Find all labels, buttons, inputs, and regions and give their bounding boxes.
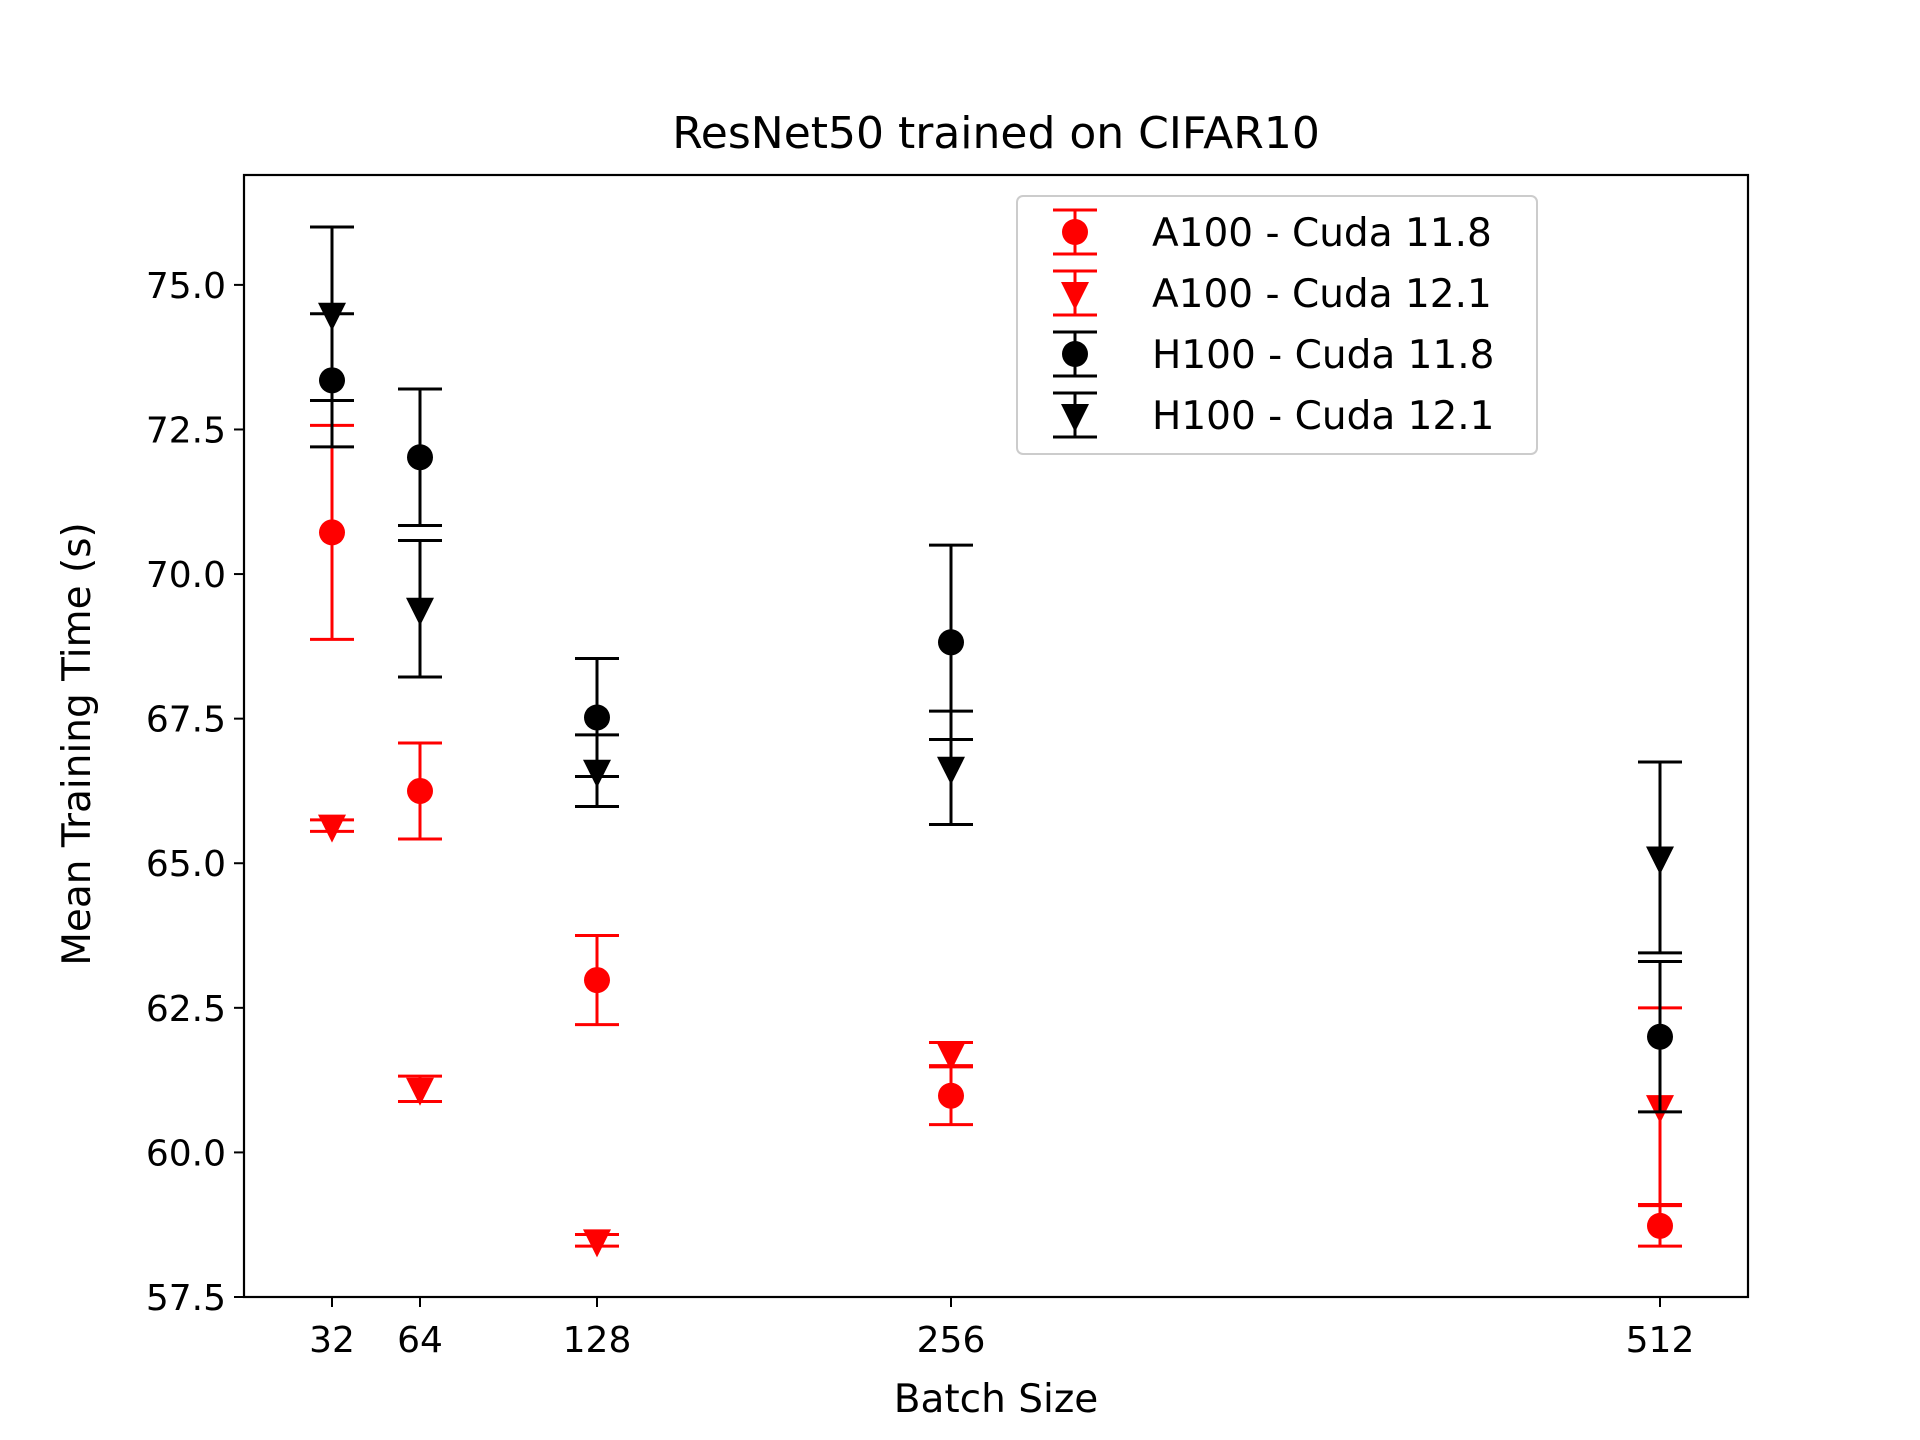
data-point — [319, 519, 345, 546]
legend-marker — [1062, 341, 1088, 367]
x-tick-label: 32 — [309, 1320, 355, 1361]
chart-title: ResNet50 trained on CIFAR10 — [672, 108, 1320, 159]
y-tick-label: 62.5 — [146, 989, 226, 1030]
x-tick-label: 64 — [397, 1320, 443, 1361]
legend-label: A100 - Cuda 11.8 — [1152, 211, 1492, 256]
data-point — [938, 629, 964, 656]
data-point — [938, 1082, 964, 1109]
data-point — [1646, 846, 1674, 875]
legend-marker — [1061, 404, 1089, 432]
legend-item-h100-cuda-11-8: H100 - Cuda 11.8 — [1053, 330, 1494, 378]
plot-area — [310, 225, 1682, 1258]
y-axis-label: Mean Training Time (s) — [55, 522, 100, 966]
x-tick-label: 128 — [563, 1320, 632, 1361]
legend-item-a100-cuda-11-8: A100 - Cuda 11.8 — [1053, 208, 1492, 256]
legend-label: H100 - Cuda 12.1 — [1152, 394, 1494, 439]
series-a100-cuda-12-1 — [310, 814, 1682, 1258]
y-tick-label: 65.0 — [146, 844, 226, 885]
legend-box — [1016, 195, 1538, 455]
data-point — [584, 704, 610, 731]
legend-label: H100 - Cuda 11.8 — [1152, 333, 1494, 378]
legend-item-a100-cuda-12-1: A100 - Cuda 12.1 — [1053, 269, 1492, 317]
data-point — [583, 1229, 611, 1258]
data-point — [318, 302, 346, 331]
y-tick-label: 75.0 — [146, 266, 226, 307]
data-point — [406, 1077, 434, 1106]
y-tick-label: 67.5 — [146, 700, 226, 741]
data-point — [583, 759, 611, 788]
data-point — [1647, 1212, 1673, 1239]
legend: A100 - Cuda 11.8 A100 - Cuda 12.1 H100 - C… — [1016, 195, 1538, 455]
data-point — [937, 756, 965, 785]
plot-frame — [242, 173, 1750, 1299]
data-point — [584, 967, 610, 994]
legend-marker — [1061, 282, 1089, 310]
series-h100-cuda-12-1 — [310, 225, 1682, 955]
x-tick-label: 512 — [1626, 1320, 1695, 1361]
legend-marker — [1062, 219, 1088, 245]
y-tick-label: 70.0 — [146, 555, 226, 596]
y-tick-label: 57.5 — [146, 1278, 226, 1319]
y-tick-label: 60.0 — [146, 1133, 226, 1174]
data-point — [1647, 1023, 1673, 1050]
x-axis-label: Batch Size — [894, 1377, 1099, 1422]
legend-item-h100-cuda-12-1: H100 - Cuda 12.1 — [1053, 391, 1494, 439]
data-point — [318, 814, 346, 843]
data-point — [937, 1043, 965, 1072]
x-tick-label: 256 — [917, 1320, 986, 1361]
data-point — [407, 777, 433, 804]
axes: 57.5 60.0 62.5 65.0 67.5 70.0 72.5 75.0 32 64 128 2… — [146, 173, 1750, 1361]
y-tick-label: 72.5 — [146, 410, 226, 451]
series-a100-cuda-11-8 — [310, 423, 1682, 1248]
legend-label: A100 - Cuda 12.1 — [1152, 272, 1492, 317]
data-point — [406, 597, 434, 626]
data-point — [407, 444, 433, 471]
